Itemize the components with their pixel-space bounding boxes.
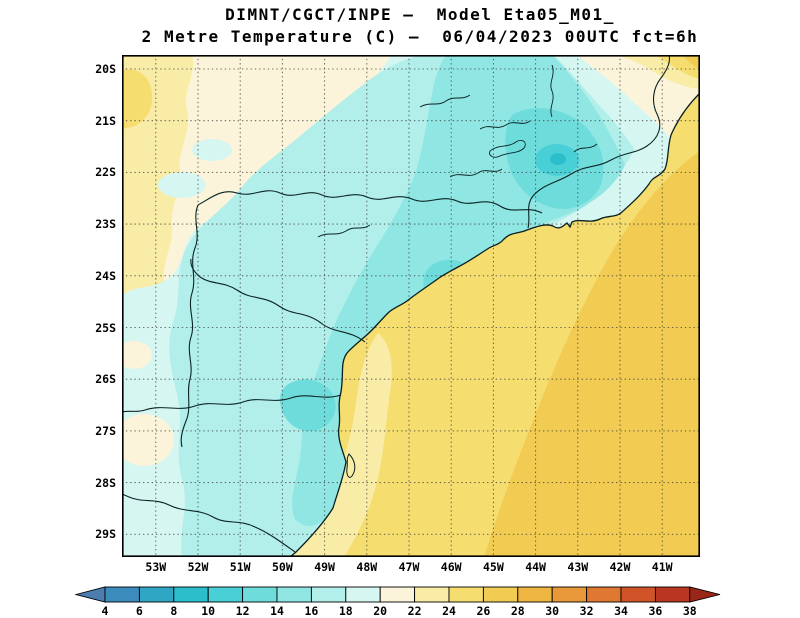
grid-lines <box>122 55 700 557</box>
colorbar-tick-label: 6 <box>135 604 143 618</box>
colorbar-tick-label: 22 <box>407 604 422 618</box>
grid-parallels <box>122 68 700 535</box>
river-squiggle <box>449 168 503 178</box>
temp-pocket-18-20-a <box>158 172 206 198</box>
temp-pocket-20-22-w2 <box>122 341 152 369</box>
coastline <box>289 92 700 557</box>
river-squiggle <box>479 120 531 130</box>
island-florianopolis <box>346 453 356 478</box>
temperature-field-ocean <box>290 151 700 557</box>
temp-spot-8-10 <box>550 153 566 165</box>
border-sp-pr <box>190 258 366 343</box>
colorbar-bar <box>74 586 721 603</box>
colorbar-tick-label: 14 <box>270 604 284 618</box>
temp-pocket-20-22-w <box>122 414 174 466</box>
colorbar-tick-label: 26 <box>476 604 491 618</box>
temp-region-26-28-ne <box>682 55 700 69</box>
colorbar-tick-labels: 4 6 8 10 12 14 16 18 20 22 24 26 28 30 32 34 36 38 <box>75 604 721 618</box>
temp-region-12-14-pr <box>279 379 336 431</box>
colorbar-segment <box>276 586 312 603</box>
map-canvas <box>122 55 700 557</box>
colorbar: 4 6 8 10 12 14 16 18 20 22 24 26 28 30 32 34 36 38 <box>74 586 721 618</box>
border-sc-rs <box>122 493 296 553</box>
lon-tick-label: 48W <box>356 560 378 574</box>
colorbar-segment <box>517 586 553 603</box>
colorbar-segment <box>207 586 244 603</box>
lon-tick-label: 46W <box>440 560 462 574</box>
colorbar-tick-label: 24 <box>442 604 456 618</box>
lon-tick-label: 45W <box>483 560 504 574</box>
colorbar-arrow-right <box>689 586 721 603</box>
lat-tick-label: 27S <box>95 423 116 438</box>
lon-tick-label: 44W <box>525 560 546 574</box>
lon-tick-label: 42W <box>609 560 631 574</box>
colorbar-tick-label: 12 <box>235 604 250 618</box>
colorbar-segment <box>551 586 588 603</box>
reservoir-outline <box>489 139 526 158</box>
colorbar-tick-label: 36 <box>648 604 663 618</box>
colorbar-segment <box>242 586 278 603</box>
colorbar-segment <box>654 586 691 603</box>
colorbar-segment <box>104 586 140 603</box>
colorbar-tick-label: 18 <box>338 604 353 618</box>
border-pr-sc <box>122 394 342 413</box>
colorbar-segment <box>345 586 381 603</box>
colorbar-tick-label: 20 <box>373 604 388 618</box>
lat-tick-label: 24S <box>95 268 116 283</box>
lat-tick-label: 28S <box>95 475 116 490</box>
temp-region-24-26-nw <box>122 69 153 129</box>
lat-tick-label: 21S <box>95 113 116 128</box>
lat-tick-label: 29S <box>95 527 116 542</box>
river-squiggle <box>550 64 554 118</box>
colorbar-tick-label: 32 <box>579 604 594 618</box>
colorbar-segment <box>448 586 484 603</box>
colorbar-segment <box>414 586 450 603</box>
colorbar-segment <box>586 586 622 603</box>
lat-tick-label: 26S <box>95 372 116 387</box>
lat-tick-label: 22S <box>95 165 116 180</box>
colorbar-arrow-left <box>74 586 106 603</box>
lat-tick-label: 23S <box>95 217 116 232</box>
temp-region-ocean-26-28 <box>484 151 700 557</box>
lon-tick-label: 41W <box>651 560 673 574</box>
river-squiggle <box>573 143 598 153</box>
colorbar-tick-label: 30 <box>545 604 560 618</box>
lon-tick-label: 43W <box>567 560 589 574</box>
colorbar-segment <box>138 586 175 603</box>
colorbar-segment <box>310 586 347 603</box>
lat-tick-label: 25S <box>95 320 116 335</box>
colorbar-tick-label: 34 <box>614 604 628 618</box>
colorbar-tick-label: 4 <box>101 604 109 618</box>
lon-tick-label: 47W <box>398 560 420 574</box>
temp-region-ocean-22-24-band <box>290 333 392 557</box>
lon-tick-label: 49W <box>314 560 335 574</box>
plot-title-line2: 2 Metre Temperature (C) — 06/04/2023 00U… <box>141 27 699 46</box>
rivers <box>317 64 598 238</box>
colorbar-segment <box>620 586 656 603</box>
map-frame <box>122 55 700 557</box>
river-squiggle <box>317 224 371 238</box>
lon-tick-label: 50W <box>272 560 293 574</box>
colorbar-segment <box>482 586 519 603</box>
river-squiggle <box>419 94 471 108</box>
plot-title-line1: DIMNT/CGCT/INPE — Model Eta05_M01_ <box>225 5 615 24</box>
colorbar-tick-label: 16 <box>304 604 319 618</box>
state-borders <box>122 55 671 553</box>
lon-tick-label: 51W <box>229 560 251 574</box>
colorbar-tick-label: 38 <box>682 604 697 618</box>
colorbar-tick-label: 28 <box>510 604 525 618</box>
colorbar-tick-label: 10 <box>201 604 216 618</box>
temp-pocket-18-20-b <box>192 139 232 161</box>
border-parana-river <box>180 204 199 448</box>
colorbar-segment <box>173 586 209 603</box>
lon-tick-label: 53W <box>145 560 167 574</box>
border-sp-mg <box>197 190 543 214</box>
border-rj-mg-es <box>527 55 671 229</box>
colorbar-tick-label: 8 <box>170 604 178 618</box>
lon-tick-label: 52W <box>187 560 209 574</box>
colorbar-segment <box>379 586 416 603</box>
lat-tick-label: 20S <box>95 62 116 76</box>
